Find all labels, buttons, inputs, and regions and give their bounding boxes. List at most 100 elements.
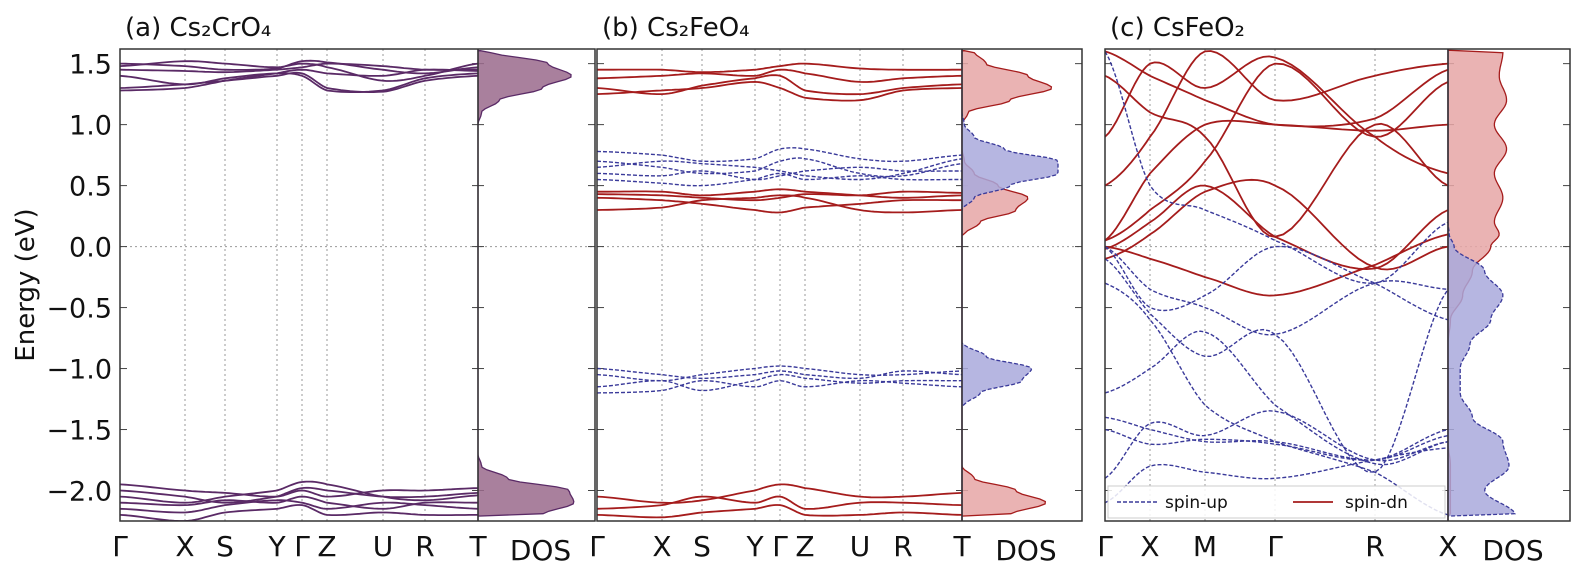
band-line-spin-dn xyxy=(1105,233,1449,297)
band-line-spin-dn xyxy=(597,190,963,202)
band-line-spin-dn xyxy=(597,504,963,519)
x-tick-label: U xyxy=(850,530,871,563)
legend: spin-up spin-dn xyxy=(1107,485,1446,519)
x-tick-label: U xyxy=(373,530,394,563)
band-line-spin-dn xyxy=(1105,119,1449,242)
band-line-spin-up xyxy=(597,147,963,163)
x-tick-label: Z xyxy=(317,530,336,563)
band-line-combined xyxy=(120,68,479,92)
legend-label-spin-up: spin-up xyxy=(1165,493,1228,513)
plot-area xyxy=(597,49,1059,521)
band-line-spin-dn xyxy=(597,495,963,510)
band-line-spin-dn xyxy=(1105,178,1449,271)
y-tick-label: −1.5 xyxy=(46,416,112,447)
x-tick-label: X xyxy=(175,530,194,563)
band-line-spin-up xyxy=(1105,245,1449,321)
band-line-spin-up xyxy=(597,373,962,392)
band-line-spin-up xyxy=(597,365,963,382)
panel-title: (a) Cs₂CrO₄ xyxy=(125,13,271,43)
band-line-combined xyxy=(120,71,479,93)
band-line-spin-dn xyxy=(597,188,963,199)
band-line-combined xyxy=(120,483,479,498)
band-line-combined xyxy=(120,499,479,514)
band-line-spin-dn xyxy=(597,196,962,214)
band-line-spin-dn xyxy=(597,194,963,214)
band-line-spin-dn xyxy=(1105,55,1449,175)
band-line-spin-up xyxy=(1105,258,1449,473)
band-line-spin-up xyxy=(597,166,962,181)
band-line-spin-dn xyxy=(1105,62,1449,242)
band-line-spin-up xyxy=(1105,447,1449,504)
band-line-spin-dn xyxy=(1105,184,1449,271)
dos-combined xyxy=(477,49,575,521)
x-tick-label: Γ xyxy=(1267,530,1283,563)
plot-area xyxy=(120,49,575,521)
x-tick-label: Y xyxy=(267,530,286,563)
band-line-spin-dn xyxy=(597,68,963,83)
x-tick-label: Γ xyxy=(112,530,128,563)
band-line-spin-up xyxy=(597,157,963,178)
band-line-spin-up xyxy=(597,172,962,187)
axes-frame xyxy=(119,48,596,522)
band-line-spin-dn xyxy=(1105,50,1449,187)
legend-label-spin-dn: spin-dn xyxy=(1345,493,1408,513)
axes-frame xyxy=(1104,48,1571,522)
band-line-spin-dn xyxy=(597,74,963,96)
x-tick-label: X xyxy=(1140,530,1159,563)
x-tick-label: Γ xyxy=(1097,530,1113,563)
x-tick-label: R xyxy=(1365,530,1384,563)
band-line-combined xyxy=(120,62,478,74)
x-tick-label: Γ xyxy=(294,530,310,563)
dos-label: DOS xyxy=(995,534,1056,567)
x-tick-label: Γ xyxy=(589,530,605,563)
x-tick-label: R xyxy=(893,530,912,563)
axes-frame xyxy=(596,48,1083,522)
y-tick-label: 1.5 xyxy=(69,50,112,81)
x-tick-label: M xyxy=(1193,530,1217,563)
y-tick-label: 0.0 xyxy=(69,233,112,264)
x-tick-label: Y xyxy=(745,530,764,563)
band-line-spin-up xyxy=(597,379,963,394)
y-tick-label: −2.0 xyxy=(46,477,112,508)
y-tick-label: 1.0 xyxy=(69,111,112,142)
band-line-spin-up xyxy=(1105,282,1449,516)
x-tick-label: X xyxy=(652,530,671,563)
band-line-combined xyxy=(120,486,479,504)
band-line-spin-up xyxy=(1105,428,1449,462)
plot-area xyxy=(1105,49,1517,521)
y-axis-label: Energy (eV) xyxy=(11,208,41,361)
x-tick-label: T xyxy=(468,530,487,563)
y-tick-label: −1.0 xyxy=(46,355,112,386)
panel-title: (c) CsFeO₂ xyxy=(1110,13,1245,43)
band-line-spin-dn xyxy=(597,80,963,102)
x-tick-label: S xyxy=(216,530,234,563)
x-tick-label: Γ xyxy=(772,530,788,563)
x-tick-label: R xyxy=(415,530,434,563)
band-line-spin-up xyxy=(1105,410,1449,479)
x-tick-label: S xyxy=(693,530,711,563)
band-line-combined xyxy=(120,480,479,504)
band-line-combined xyxy=(120,60,479,82)
legend-box xyxy=(1107,485,1446,519)
dos-label: DOS xyxy=(510,534,571,567)
y-tick-label: 0.5 xyxy=(69,172,112,203)
band-line-spin-dn xyxy=(597,62,962,74)
band-line-combined xyxy=(120,504,478,521)
band-line-spin-up xyxy=(1105,416,1449,461)
band-line-spin-up xyxy=(1105,330,1449,466)
band-line-combined xyxy=(120,59,479,75)
band-line-spin-up xyxy=(597,158,963,181)
band-line-spin-up xyxy=(1105,245,1449,336)
band-line-spin-dn xyxy=(1105,74,1449,238)
dos-spin-up xyxy=(961,49,1059,521)
x-tick-label: Z xyxy=(795,530,814,563)
band-line-spin-up xyxy=(597,367,963,380)
x-tick-label: T xyxy=(952,530,971,563)
y-tick-label: −0.5 xyxy=(46,294,112,325)
dos-spin-dn xyxy=(961,49,1053,521)
